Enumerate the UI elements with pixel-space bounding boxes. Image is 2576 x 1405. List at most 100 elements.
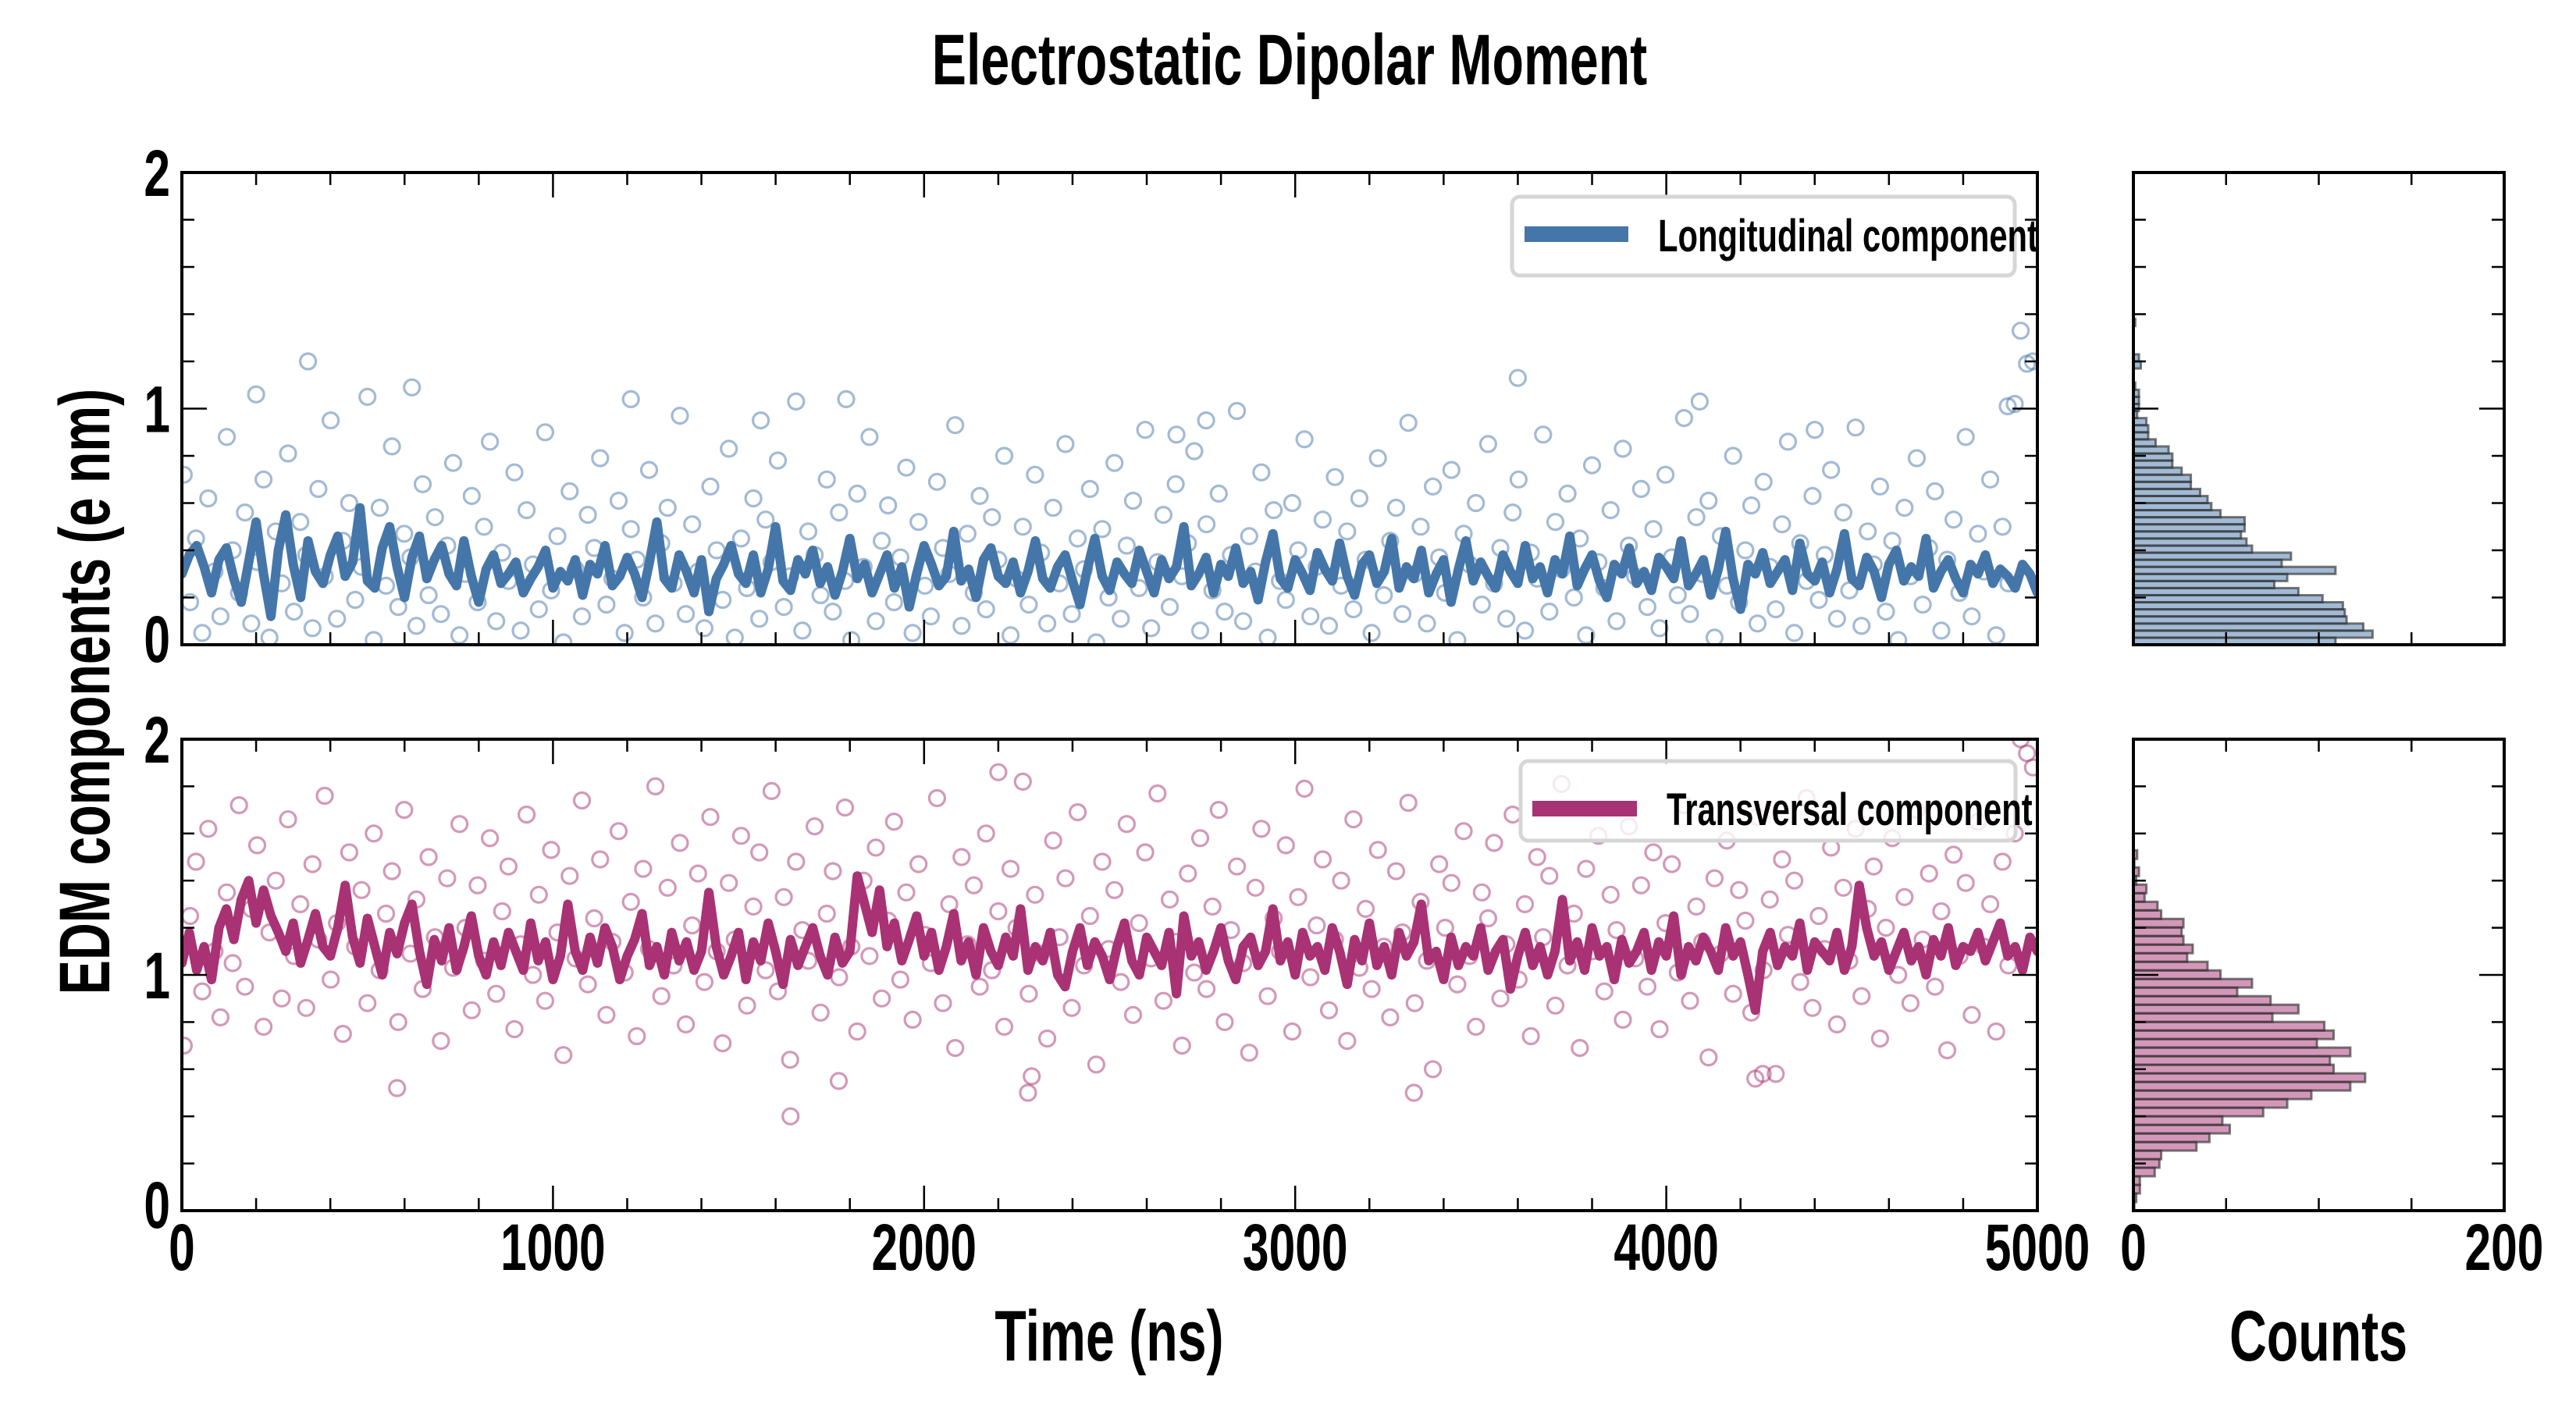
scatter-point bbox=[1418, 614, 1436, 633]
scatter-point bbox=[1167, 425, 1186, 444]
scatter-point bbox=[1319, 617, 1339, 635]
scatter-point bbox=[1889, 966, 1908, 984]
scatter-point bbox=[970, 977, 989, 996]
scatter-point bbox=[229, 795, 248, 815]
scatter-point bbox=[217, 883, 237, 902]
scatter-point bbox=[1289, 887, 1308, 906]
scatter-point bbox=[279, 810, 297, 829]
scatter-point bbox=[403, 378, 422, 397]
scatter-point bbox=[994, 1017, 1014, 1037]
scatter-point bbox=[1753, 1065, 1772, 1083]
scatter-point bbox=[1442, 461, 1461, 479]
scatter-point bbox=[1019, 595, 1038, 614]
y-axis-label: EDM components (e nm) bbox=[44, 389, 124, 994]
scatter-point bbox=[676, 1015, 696, 1034]
scatter-point bbox=[1877, 918, 1895, 937]
y-tick-label: 1 bbox=[144, 939, 170, 1012]
scatter-point bbox=[793, 621, 812, 640]
scatter-point bbox=[811, 585, 830, 605]
scatter-point bbox=[751, 411, 770, 430]
scatter-point bbox=[1289, 541, 1308, 560]
scatter-point bbox=[1375, 585, 1393, 605]
scatter-point bbox=[1386, 862, 1406, 880]
scatter-point bbox=[340, 493, 358, 513]
scatter-point bbox=[725, 628, 744, 645]
scatter-point bbox=[1215, 1012, 1234, 1032]
x-tick-label: 5000 bbox=[1985, 1211, 2090, 1284]
scatter-point bbox=[1246, 878, 1265, 897]
scatter-point bbox=[1785, 624, 1804, 642]
y-tick-label: 2 bbox=[144, 137, 170, 210]
histogram-bar bbox=[2132, 977, 2254, 989]
scatter-point bbox=[621, 389, 640, 408]
scatter-point bbox=[1993, 518, 2012, 536]
scatter-point bbox=[1614, 1010, 1632, 1030]
scatter-point bbox=[1631, 479, 1650, 499]
scatter-point bbox=[1877, 602, 1895, 621]
scatter-point bbox=[1870, 477, 1889, 496]
scatter-point bbox=[1001, 626, 1020, 645]
scatter-point bbox=[389, 1012, 407, 1032]
scatter-point bbox=[927, 788, 947, 808]
scatter-point bbox=[487, 984, 506, 1003]
scatter-point bbox=[621, 520, 640, 539]
scatter-point bbox=[1056, 869, 1075, 887]
scatter-point bbox=[1564, 588, 1583, 607]
scatter-point bbox=[1503, 503, 1522, 522]
scatter-point bbox=[1185, 963, 1204, 982]
histogram-bar bbox=[2132, 1029, 2335, 1040]
scatter-point bbox=[744, 489, 763, 508]
scatter-point bbox=[1607, 612, 1626, 631]
scatter-point bbox=[646, 777, 665, 796]
scatter-point bbox=[1142, 619, 1161, 638]
scatter-point bbox=[658, 498, 677, 518]
scatter-point bbox=[1399, 414, 1418, 432]
scatter-point bbox=[450, 815, 469, 834]
scatter-point bbox=[517, 805, 536, 824]
scatter-point bbox=[358, 387, 377, 406]
scatter-point bbox=[597, 595, 616, 614]
scatter-point bbox=[1013, 772, 1032, 791]
longitudinal-histogram bbox=[2132, 171, 2506, 646]
scatter-point bbox=[432, 605, 450, 624]
scatter-point bbox=[897, 883, 916, 902]
hist-x-tick-label: 0 bbox=[2120, 1211, 2147, 1284]
scatter-point bbox=[285, 602, 304, 621]
legend-longitudinal: Longitudinal component bbox=[1510, 194, 2038, 278]
scatter-point bbox=[322, 411, 340, 430]
scatter-point bbox=[1062, 998, 1081, 1017]
scatter-point bbox=[1350, 489, 1369, 508]
histogram-bar bbox=[2132, 1020, 2326, 1032]
scatter-point bbox=[835, 798, 855, 817]
scatter-point bbox=[1681, 605, 1699, 624]
scatter-point bbox=[639, 461, 659, 479]
scatter-point bbox=[1607, 920, 1626, 940]
scatter-point bbox=[585, 909, 603, 928]
scatter-point bbox=[1209, 484, 1228, 503]
scatter-point bbox=[1295, 779, 1314, 799]
x-tick-label: 3000 bbox=[1243, 1211, 1348, 1284]
scatter-point bbox=[1926, 977, 1944, 996]
scatter-point bbox=[1806, 421, 1824, 439]
scatter-point bbox=[612, 0, 628, 8]
scatter-point bbox=[1252, 463, 1271, 482]
plot-area bbox=[182, 0, 2037, 1126]
scatter-point bbox=[848, 1022, 866, 1041]
scatter-point bbox=[211, 1008, 229, 1027]
scatter-point bbox=[560, 482, 579, 501]
scatter-point bbox=[1105, 454, 1124, 472]
scatter-point bbox=[554, 633, 573, 645]
scatter-point bbox=[1729, 0, 1745, 8]
scatter-point bbox=[480, 432, 500, 451]
scatter-point bbox=[1859, 522, 1877, 541]
x-tick-label: 4000 bbox=[1614, 1211, 1719, 1284]
scatter-point bbox=[977, 599, 995, 619]
longitudinal-panel: 0 1 2 bbox=[144, 0, 2039, 676]
scatter-point bbox=[1944, 845, 1963, 864]
scatter-point bbox=[1172, 1036, 1191, 1055]
scatter-point bbox=[597, 1005, 616, 1024]
scatter-point bbox=[658, 878, 677, 897]
scatter-point bbox=[1240, 527, 1258, 546]
scatter-point bbox=[1093, 520, 1112, 539]
